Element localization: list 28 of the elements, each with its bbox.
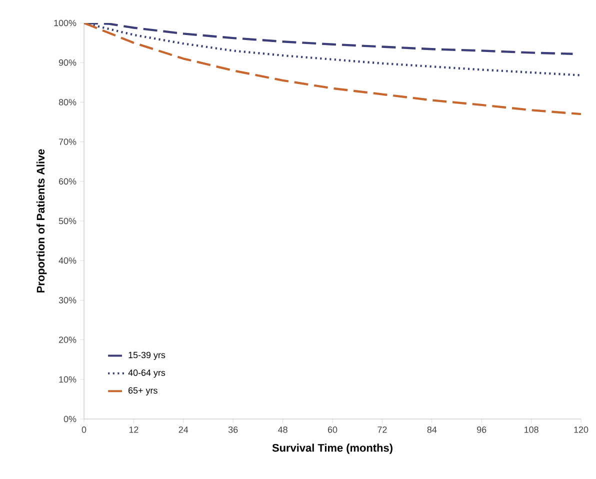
x-tick-label: 84	[427, 426, 437, 433]
x-tick-label: 60	[328, 426, 338, 433]
x-axis-title: Survival Time (months)	[272, 444, 392, 454]
x-tick-label: 120	[574, 426, 588, 433]
y-axis-title: Proportion of Patients Alive	[36, 149, 47, 292]
y-tick-label: 30%	[58, 297, 76, 304]
x-tick-label: 12	[129, 426, 138, 433]
x-tick-label: 96	[477, 426, 486, 433]
legend-label: 65+ yrs	[128, 387, 158, 396]
x-tick-label: 0	[82, 426, 86, 433]
y-tick-label: 80%	[58, 99, 76, 106]
x-tick-label: 48	[278, 426, 288, 433]
y-tick-label: 100%	[54, 20, 76, 26]
y-tick-label: 90%	[58, 59, 76, 66]
x-tick-label: 24	[178, 426, 188, 433]
x-tick-label: 108	[524, 426, 538, 433]
y-tick-label: 10%	[59, 376, 76, 383]
y-tick-label: 70%	[59, 138, 76, 145]
legend-label: 40-64 yrs	[128, 370, 166, 378]
line-series	[84, 22, 582, 116]
legend-label: 15-39 yrs	[128, 352, 166, 360]
y-tick-label: 60%	[59, 178, 76, 185]
y-tick-label: 50%	[58, 218, 76, 224]
y-tick-label: 20%	[59, 336, 76, 343]
y-tick-label: 40%	[58, 257, 76, 264]
x-tick-label: 36	[228, 426, 238, 433]
x-tick-label: 72	[378, 426, 387, 433]
y-tick-label: 0%	[64, 416, 76, 422]
